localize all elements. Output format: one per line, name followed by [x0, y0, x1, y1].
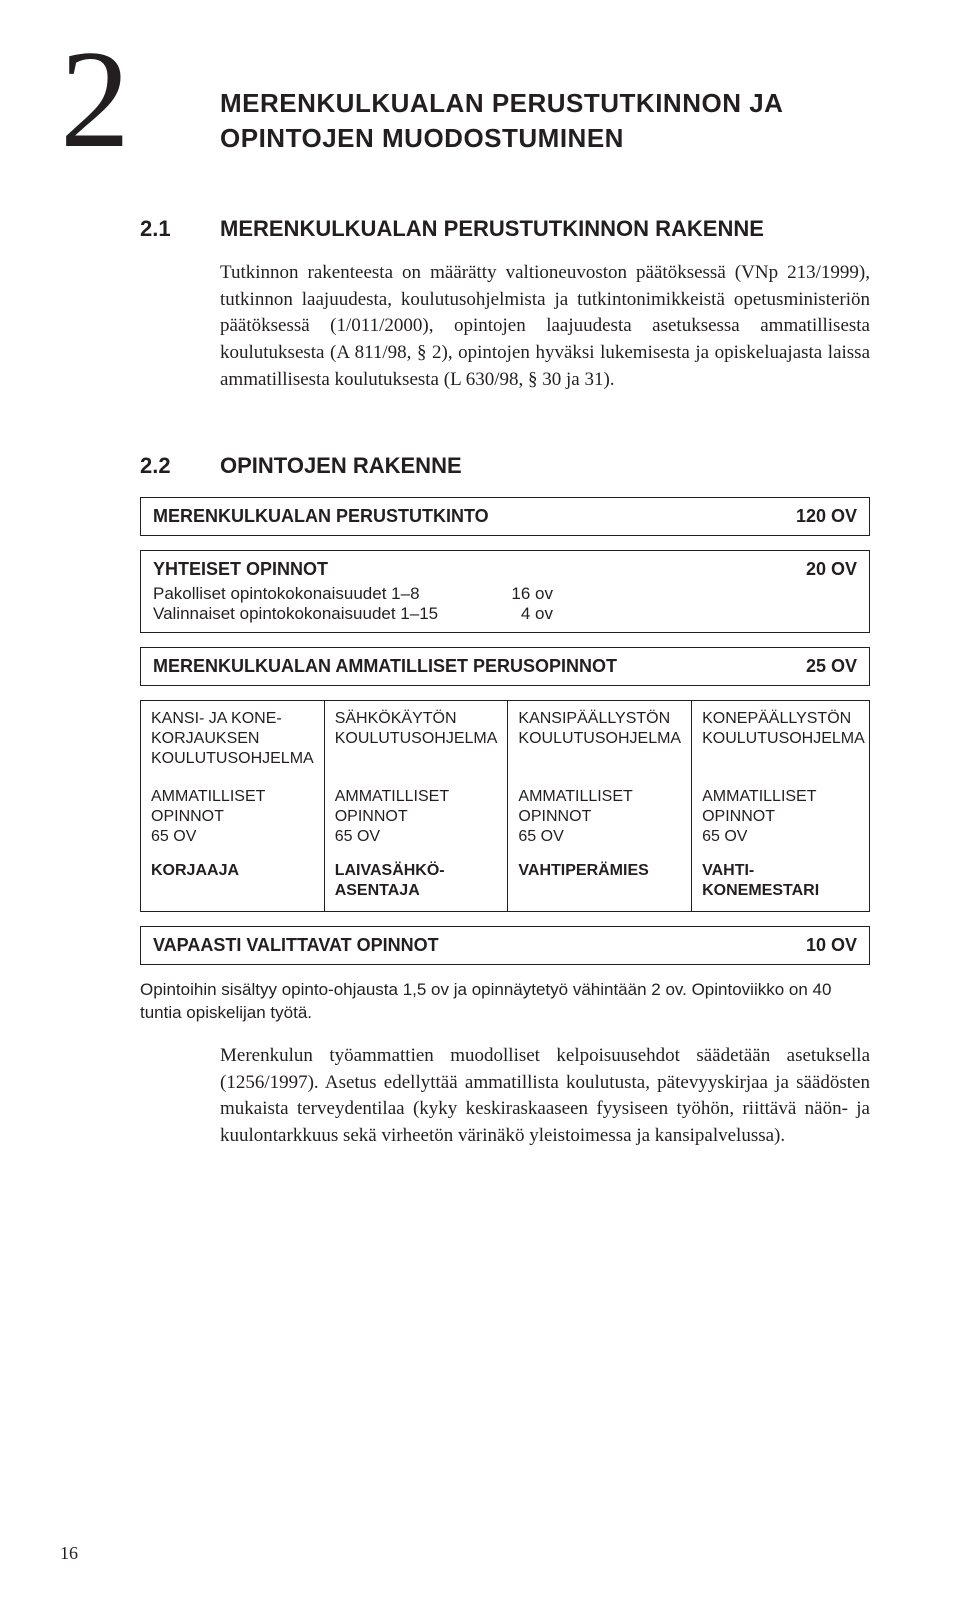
- role-line: KORJAAJA: [151, 861, 314, 881]
- program-line: KORJAUKSEN: [151, 729, 314, 749]
- section-title: MERENKULKUALAN PERUSTUTKINNON RAKENNE: [220, 216, 764, 242]
- program-col-4: KONEPÄÄLLYSTÖN KOULUTUSOHJELMA AMMATILLI…: [692, 701, 875, 911]
- opinnot-line: OPINNOT: [151, 807, 314, 827]
- section-number: 2.2: [140, 453, 220, 479]
- box2-row: Pakolliset opintokokonaisuudet 1–8 16 ov: [153, 584, 857, 604]
- box3-left: MERENKULKUALAN AMMATILLISET PERUSOPINNOT: [153, 656, 617, 677]
- program-line: KOULUTUSOHJELMA: [702, 729, 865, 749]
- box1-right: 120 OV: [796, 506, 857, 527]
- program-line: SÄHKÖKÄYTÖN: [335, 709, 498, 729]
- box2-row: Valinnaiset opintokokonaisuudet 1–15 4 o…: [153, 604, 857, 624]
- opinnot-line: 65 OV: [518, 827, 681, 847]
- section-2-1-header: 2.1 MERENKULKUALAN PERUSTUTKINNON RAKENN…: [140, 216, 870, 242]
- section-title: OPINTOJEN RAKENNE: [220, 453, 462, 479]
- program-col-2: SÄHKÖKÄYTÖN KOULUTUSOHJELMA AMMATILLISET…: [325, 701, 509, 911]
- box2-header-right: 20 OV: [806, 559, 857, 580]
- opinnot-line: OPINNOT: [702, 807, 865, 827]
- closing-paragraph: Merenkulun työammattien muodolliset kelp…: [220, 1043, 870, 1149]
- box5-right: 10 OV: [806, 935, 857, 956]
- programs-grid: KANSI- JA KONE- KORJAUKSEN KOULUTUSOHJEL…: [140, 700, 870, 912]
- section-2-2-header: 2.2 OPINTOJEN RAKENNE: [140, 453, 870, 479]
- chapter-number: 2: [60, 30, 130, 170]
- program-line: KANSIPÄÄLLYSTÖN: [518, 709, 681, 729]
- opinnot-line: AMMATILLISET: [518, 787, 681, 807]
- box1-left: MERENKULKUALAN PERUSTUTKINTO: [153, 506, 489, 527]
- box-vapaasti-valittavat: VAPAASTI VALITTAVAT OPINNOT 10 OV: [140, 926, 870, 965]
- program-line: KANSI- JA KONE-: [151, 709, 314, 729]
- opinnot-line: OPINNOT: [518, 807, 681, 827]
- role-line: VAHTI-: [702, 861, 865, 881]
- chapter-title-line1: MERENKULKUALAN PERUSTUTKINNON JA: [220, 86, 870, 121]
- opinnot-line: 65 OV: [151, 827, 314, 847]
- chapter-title: MERENKULKUALAN PERUSTUTKINNON JA OPINTOJ…: [220, 86, 870, 156]
- chapter-title-line2: OPINTOJEN MUODOSTUMINEN: [220, 121, 870, 156]
- program-col-1: KANSI- JA KONE- KORJAUKSEN KOULUTUSOHJEL…: [141, 701, 325, 911]
- program-line: KOULUTUSOHJELMA: [151, 749, 314, 769]
- page-number: 16: [60, 1543, 78, 1564]
- box2-row-val: 4 ov: [483, 604, 553, 624]
- opinnot-line: AMMATILLISET: [335, 787, 498, 807]
- box2-header-left: YHTEISET OPINNOT: [153, 559, 328, 580]
- box5-left: VAPAASTI VALITTAVAT OPINNOT: [153, 935, 439, 956]
- box3-right: 25 OV: [806, 656, 857, 677]
- box2-row-label: Pakolliset opintokokonaisuudet 1–8: [153, 584, 483, 604]
- section-2-1-body: Tutkinnon rakenteesta on määrätty valtio…: [220, 260, 870, 393]
- opinnot-line: OPINNOT: [335, 807, 498, 827]
- box-ammatilliset-perusopinnot: MERENKULKUALAN AMMATILLISET PERUSOPINNOT…: [140, 647, 870, 686]
- opinnot-line: AMMATILLISET: [702, 787, 865, 807]
- program-line: KONEPÄÄLLYSTÖN: [702, 709, 865, 729]
- opinnot-line: AMMATILLISET: [151, 787, 314, 807]
- box-yhteiset-opinnot: YHTEISET OPINNOT 20 OV Pakolliset opinto…: [140, 550, 870, 633]
- box2-row-label: Valinnaiset opintokokonaisuudet 1–15: [153, 604, 483, 624]
- opinnot-line: 65 OV: [702, 827, 865, 847]
- box2-row-val: 16 ov: [483, 584, 553, 604]
- role-line: LAIVASÄHKÖ-: [335, 861, 498, 881]
- program-line: KOULUTUSOHJELMA: [335, 729, 498, 749]
- role-line: KONEMESTARI: [702, 881, 865, 901]
- program-col-3: KANSIPÄÄLLYSTÖN KOULUTUSOHJELMA AMMATILL…: [508, 701, 692, 911]
- section-number: 2.1: [140, 216, 220, 242]
- role-line: VAHTIPERÄMIES: [518, 861, 681, 881]
- box-perustutkinto: MERENKULKUALAN PERUSTUTKINTO 120 OV: [140, 497, 870, 536]
- program-line: KOULUTUSOHJELMA: [518, 729, 681, 749]
- opinnot-line: 65 OV: [335, 827, 498, 847]
- role-line: ASENTAJA: [335, 881, 498, 901]
- study-note: Opintoihin sisältyy opinto-ohjausta 1,5 …: [140, 979, 870, 1025]
